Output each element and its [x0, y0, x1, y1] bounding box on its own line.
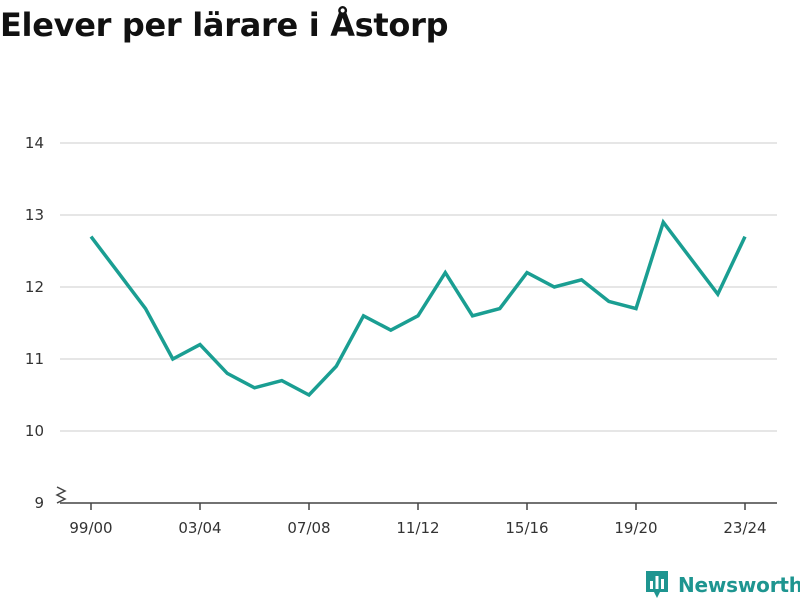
data-point	[689, 256, 693, 260]
y-tick-label: 14	[25, 134, 44, 152]
data-point	[171, 357, 175, 361]
data-point	[552, 285, 556, 289]
data-point	[307, 393, 311, 397]
x-tick-label: 23/24	[723, 519, 766, 537]
data-point	[580, 278, 584, 282]
y-tick-label: 10	[25, 422, 44, 440]
data-point	[334, 364, 338, 368]
chart-title: Elever per lärare i Åstorp	[0, 6, 449, 44]
x-tick-label: 11/12	[396, 519, 439, 537]
data-point	[389, 328, 393, 332]
x-tick-label: 07/08	[287, 519, 330, 537]
data-point	[471, 314, 475, 318]
series-group	[89, 218, 747, 398]
gridlines	[60, 142, 777, 432]
data-point	[634, 307, 638, 311]
data-point	[116, 271, 120, 275]
y-tick-label: 12	[25, 278, 44, 296]
data-point	[144, 307, 148, 311]
x-tick-label: 15/16	[505, 519, 548, 537]
x-tick-labels: 99/00 03/04 07/08 11/12 15/16 19/20 23/24	[69, 503, 767, 537]
x-axis	[55, 486, 777, 504]
data-point	[280, 379, 284, 383]
data-point	[525, 271, 529, 275]
data-point	[743, 235, 747, 239]
data-point	[716, 292, 720, 296]
data-point	[253, 386, 257, 390]
data-point	[198, 343, 202, 347]
x-tick-label: 03/04	[178, 519, 221, 537]
data-point	[416, 314, 420, 318]
data-point	[498, 307, 502, 311]
newsworthy-logo[interactable]: Newsworthy	[644, 570, 800, 600]
x-tick-label: 19/20	[614, 519, 657, 537]
data-point	[225, 371, 229, 375]
series-line	[89, 218, 747, 398]
y-tick-label: 11	[25, 350, 44, 368]
data-point	[607, 299, 611, 303]
brand-name: Newsworthy	[678, 573, 800, 597]
y-tick-label: 9	[34, 494, 44, 512]
newsworthy-logo-icon	[646, 571, 668, 598]
data-point	[89, 235, 93, 239]
axis-break-marker	[55, 486, 67, 504]
data-point	[362, 314, 366, 318]
y-tick-label: 13	[25, 206, 44, 224]
data-point	[443, 271, 447, 275]
data-point	[661, 220, 665, 224]
x-tick-label: 99/00	[69, 519, 112, 537]
y-tick-labels: 9 10 11 12 13 14	[25, 134, 44, 512]
